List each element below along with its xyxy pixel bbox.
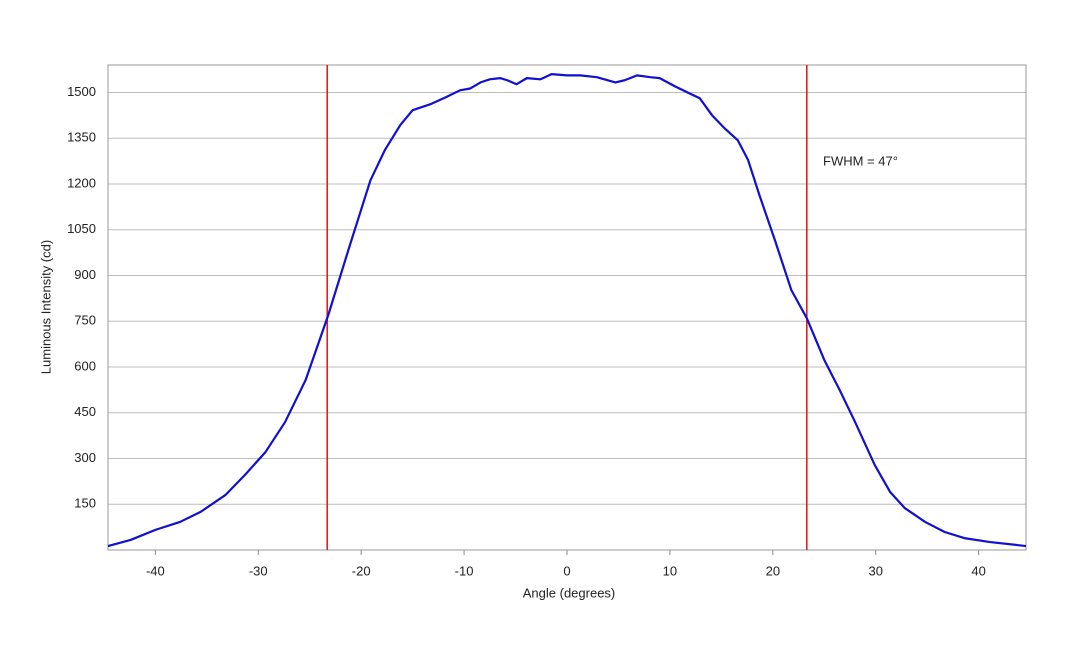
x-tick-label: -40 xyxy=(146,563,165,578)
y-tick-label: 1500 xyxy=(67,84,96,99)
x-tick-label: 20 xyxy=(766,563,780,578)
y-axis-label: Luminous Intensity (cd) xyxy=(38,240,53,374)
annotation: FWHM = 47° xyxy=(823,153,898,168)
x-tick-label: -10 xyxy=(455,563,474,578)
y-tick-label: 1050 xyxy=(67,221,96,236)
y-tick-label: 900 xyxy=(74,267,96,282)
y-tick-label: 300 xyxy=(74,450,96,465)
x-tick-label: 0 xyxy=(563,563,570,578)
y-tick-label: 600 xyxy=(74,358,96,373)
data-line xyxy=(107,73,1027,548)
x-tick-label: -30 xyxy=(249,563,268,578)
y-tick-label: 150 xyxy=(74,496,96,511)
y-tick-label: 750 xyxy=(74,313,96,328)
x-tick-label: -20 xyxy=(352,563,371,578)
y-tick-label: 1200 xyxy=(67,175,96,190)
y-tick-label: 1350 xyxy=(67,130,96,145)
x-tick-label: 40 xyxy=(971,563,985,578)
x-axis-label: Angle (degrees) xyxy=(523,585,616,600)
y-tick-label: 450 xyxy=(74,404,96,419)
x-tick-label: 10 xyxy=(663,563,677,578)
x-tick-label: 30 xyxy=(869,563,883,578)
plot-frame xyxy=(107,64,1027,551)
